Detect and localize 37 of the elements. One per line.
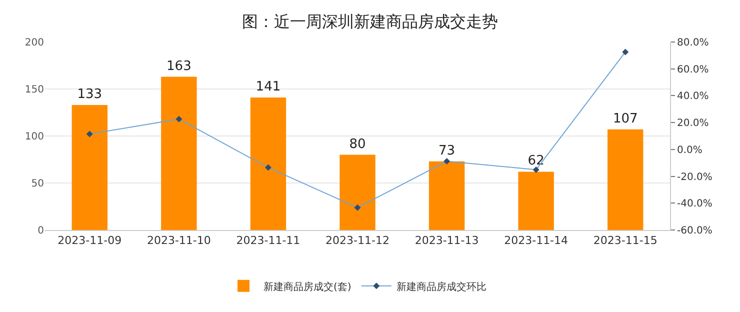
y2-tick-label: -40.0% (677, 198, 712, 210)
y2-tick-label: 40.0% (677, 91, 709, 102)
x-tick-label: 2023-11-09 (58, 234, 122, 248)
data-label: 163 (166, 58, 192, 74)
data-label: 62 (528, 154, 544, 169)
x-tick-label: 2023-11-12 (326, 234, 390, 248)
x-tick-label: 2023-11-14 (504, 234, 568, 248)
x-tick-label: 2023-11-13 (414, 234, 479, 248)
y-tick-label: 100 (24, 132, 44, 142)
data-label: 133 (77, 86, 102, 102)
y-tick-label: 200 (24, 38, 44, 48)
data-label: 80 (349, 136, 366, 152)
bar (340, 154, 376, 230)
x-tick-label: 2023-11-11 (236, 234, 300, 248)
data-label: 107 (612, 111, 638, 126)
y2-tick-label: 20.0% (677, 118, 709, 130)
bar (608, 129, 644, 230)
y-tick-label: 50 (31, 178, 44, 190)
data-label: 141 (256, 79, 281, 94)
bar (250, 97, 286, 230)
legend-label: 新建商品房成交环比 (396, 280, 486, 293)
y2-tick-label: -60.0% (677, 226, 712, 236)
y-tick-label: 0 (38, 226, 44, 236)
legend-label: 新建商品房成交(套) (264, 280, 352, 293)
chart-title: 图：近一周深圳新建商品房成交走势 (242, 12, 498, 31)
y2-tick-label: -20.0% (677, 172, 712, 183)
x-tick-label: 2023-11-15 (593, 234, 658, 248)
y2-tick-label: 80.0% (677, 38, 709, 48)
x-tick-label: 2023-11-10 (146, 234, 211, 248)
bar (161, 76, 197, 230)
data-label: 73 (438, 143, 456, 158)
bar (72, 104, 108, 230)
y2-tick-label: 60.0% (677, 64, 709, 76)
y2-tick-label: 0.0% (677, 144, 702, 156)
bar (428, 161, 465, 230)
bar (518, 172, 554, 230)
y-tick-label: 150 (24, 84, 44, 96)
